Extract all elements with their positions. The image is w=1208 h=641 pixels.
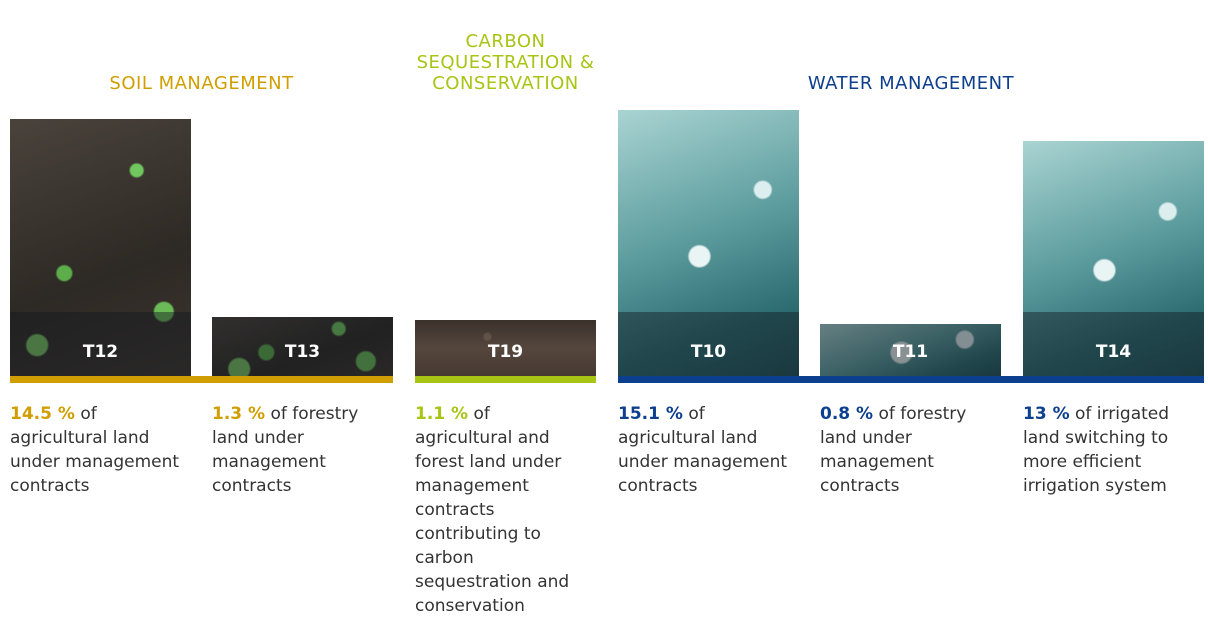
bar: T10 <box>618 110 799 377</box>
description: 1.3 % of forestry land under management … <box>212 402 384 498</box>
bar: T19 <box>415 320 596 377</box>
bar-code: T14 <box>1023 342 1204 362</box>
bar-code: T10 <box>618 342 799 362</box>
group-stripe <box>10 376 393 383</box>
bar-band: T13 <box>212 317 393 377</box>
value-label: 0.8 % <box>820 404 873 424</box>
bar-code: T12 <box>10 342 191 362</box>
bar: T12 <box>10 119 191 377</box>
bar-code: T11 <box>820 342 1001 362</box>
description: 0.8 % of forestry land under management … <box>820 402 992 498</box>
description: 13 % of irrigated land switching to more… <box>1023 402 1195 498</box>
group-title: CARBON SEQUESTRATION & CONSERVATION <box>396 31 616 94</box>
bar: T14 <box>1023 141 1204 376</box>
bar-code: T13 <box>212 342 393 362</box>
bar-code: T19 <box>415 342 596 362</box>
group-title: WATER MANAGEMENT <box>801 73 1021 94</box>
group-stripe <box>618 376 1204 383</box>
description: 14.5 % of agricultural land under manage… <box>10 402 182 498</box>
value-label: 1.3 % <box>212 404 265 424</box>
bar-band: T19 <box>415 320 596 377</box>
value-label: 13 % <box>1023 404 1070 424</box>
bar-band: T12 <box>10 312 191 376</box>
value-label: 1.1 % <box>415 404 468 424</box>
description-text: of agricultural and forest land under ma… <box>415 404 569 616</box>
group-title: SOIL MANAGEMENT <box>92 73 312 94</box>
bar: T11 <box>820 324 1001 376</box>
description: 15.1 % of agricultural land under manage… <box>618 402 790 498</box>
value-label: 14.5 % <box>10 404 75 424</box>
bar-band: T11 <box>820 324 1001 376</box>
group-stripe <box>415 376 596 383</box>
bar: T13 <box>212 317 393 377</box>
bar-band: T14 <box>1023 312 1204 376</box>
value-label: 15.1 % <box>618 404 683 424</box>
bar-band: T10 <box>618 312 799 376</box>
description: 1.1 % of agricultural and forest land un… <box>415 402 587 618</box>
infographic: SOIL MANAGEMENT T12 14.5 % of agricultural… <box>0 0 1208 641</box>
